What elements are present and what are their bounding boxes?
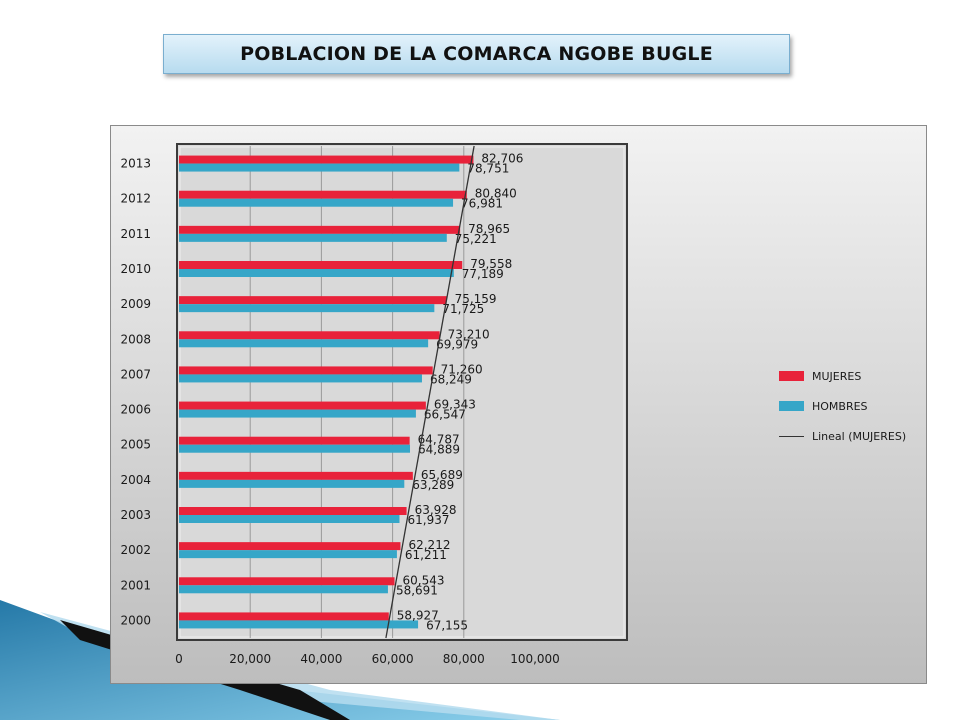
y-tick-label: 2009 (120, 297, 151, 311)
data-label-hombres: 69,979 (436, 337, 478, 351)
legend-swatch-hombres (779, 401, 804, 411)
data-label-hombres: 76,981 (461, 197, 503, 211)
bar-mujeres (179, 612, 389, 621)
page-title: POBLACION DE LA COMARCA NGOBE BUGLE (163, 34, 790, 74)
bar-mujeres (179, 542, 401, 551)
bar-hombres (179, 233, 447, 242)
legend-item-trend: Lineal (MUJERES) (779, 421, 906, 451)
legend-label-mujeres: MUJERES (812, 369, 862, 383)
data-label-hombres: 78,751 (467, 162, 509, 176)
data-label-mujeres: 79,558 (470, 257, 512, 271)
data-label-mujeres: 73,210 (448, 327, 490, 341)
data-label-hombres: 67,155 (426, 618, 468, 632)
plot-area-highlight (179, 146, 625, 638)
bar-hombres (179, 550, 397, 559)
legend-label-trend: Lineal (MUJERES) (812, 429, 907, 443)
data-label-mujeres: 71,260 (441, 362, 483, 376)
data-label-mujeres: 75,159 (455, 292, 497, 306)
y-tick-label: 2008 (120, 332, 151, 346)
legend-item-mujeres: MUJERES (779, 361, 906, 391)
bar-mujeres (179, 261, 463, 269)
x-tick-label: 40,000 (300, 652, 342, 666)
y-tick-label: 2011 (120, 227, 151, 241)
y-tick-label: 2005 (120, 438, 151, 452)
data-label-hombres: 61,937 (407, 513, 449, 527)
y-tick-label: 2000 (120, 613, 151, 627)
data-label-hombres: 68,249 (430, 372, 472, 386)
x-tick-label: 100,000 (510, 652, 560, 666)
plot-area (176, 143, 628, 641)
bar-hombres (179, 374, 422, 383)
data-label-mujeres: 69,343 (434, 398, 476, 412)
bar-mujeres (179, 471, 413, 480)
bar-mujeres (179, 366, 433, 375)
y-tick-label: 2013 (120, 157, 151, 171)
data-label-hombres: 77,189 (462, 267, 504, 281)
bar-mujeres (179, 225, 461, 234)
data-label-mujeres: 65,689 (421, 468, 463, 482)
bar-hombres (179, 269, 454, 277)
x-tick-label: 80,000 (443, 652, 485, 666)
bar-hombres (179, 339, 429, 348)
y-tick-label: 2012 (120, 192, 151, 206)
bar-mujeres (179, 331, 440, 340)
y-tick-label: 2006 (120, 403, 151, 417)
bar-hombres (179, 479, 405, 488)
bar-mujeres (179, 436, 410, 445)
data-label-mujeres: 62,212 (408, 538, 450, 552)
bar-hombres (179, 409, 416, 418)
bar-mujeres (179, 296, 447, 305)
legend-swatch-trend (779, 435, 804, 437)
y-tick-label: 2002 (120, 543, 151, 557)
data-label-mujeres: 80,840 (475, 187, 517, 201)
data-label-mujeres: 58,927 (397, 608, 439, 622)
bar-mujeres (179, 577, 395, 586)
data-label-hombres: 71,725 (442, 302, 484, 316)
data-label-hombres: 63,289 (412, 478, 454, 492)
bar-hombres (179, 515, 400, 523)
bar-hombres (179, 620, 419, 629)
data-label-hombres: 66,547 (424, 408, 466, 422)
trendline-mujeres (385, 145, 475, 639)
legend-label-hombres: HOMBRES (812, 399, 868, 413)
bar-mujeres (179, 190, 467, 199)
data-label-hombres: 58,691 (396, 583, 438, 597)
data-label-mujeres: 78,965 (468, 222, 510, 236)
bar-hombres (179, 585, 388, 594)
chart-area: 0 20,000 40,000 60,000 80,000 100,000 2013 82,7… (110, 125, 927, 684)
data-label-mujeres: 60,543 (403, 573, 445, 587)
x-tick-label: 60,000 (372, 652, 414, 666)
legend-swatch-mujeres (779, 371, 804, 381)
bar-mujeres (179, 401, 426, 410)
y-tick-label: 2007 (120, 367, 151, 381)
bar-mujeres (179, 155, 474, 164)
bar-hombres (179, 198, 454, 207)
data-label-hombres: 64,889 (418, 443, 460, 457)
legend: MUJERES HOMBRES Lineal (MUJERES) (779, 361, 906, 451)
data-label-mujeres: 63,928 (415, 503, 457, 517)
x-tick-label: 20,000 (229, 652, 271, 666)
y-tick-label: 2003 (120, 508, 151, 522)
y-tick-label: 2010 (120, 262, 151, 276)
legend-item-hombres: HOMBRES (779, 391, 906, 421)
bar-hombres (179, 444, 411, 453)
data-label-mujeres: 82,706 (481, 152, 523, 166)
bar-chart: 0 20,000 40,000 60,000 80,000 100,000 2013 82,7… (120, 143, 628, 666)
bar-hombres (179, 304, 435, 313)
data-label-hombres: 75,221 (455, 232, 497, 246)
bar-hombres (179, 163, 460, 172)
data-label-hombres: 61,211 (405, 548, 447, 562)
data-label-mujeres: 64,787 (418, 433, 460, 447)
bar-mujeres (179, 507, 407, 515)
y-tick-label: 2001 (120, 578, 151, 592)
x-tick-label: 0 (175, 652, 183, 666)
y-tick-label: 2004 (120, 473, 151, 487)
